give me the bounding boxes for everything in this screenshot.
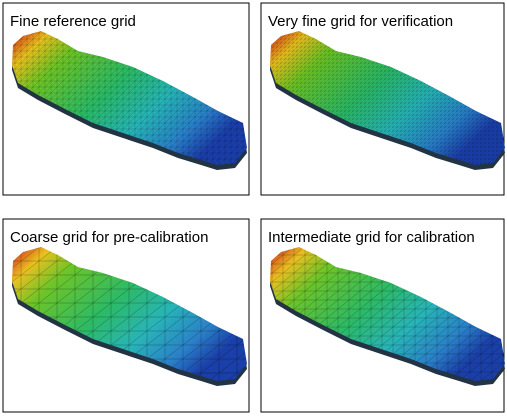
panel: Coarse grid for pre-calibration (3, 219, 249, 412)
panel: Very fine grid for verification (261, 3, 505, 195)
panel: Intermediate grid for calibration (261, 219, 505, 412)
panel-title: Very fine grid for verification (268, 13, 453, 30)
panel-title: Coarse grid for pre-calibration (10, 229, 208, 246)
panel: Fine reference grid (3, 3, 249, 195)
panel-title: Fine reference grid (10, 13, 136, 30)
panel-title: Intermediate grid for calibration (268, 229, 475, 246)
figure: Fine reference grid Very fine grid for v… (0, 0, 507, 415)
page: {"panels": [ {"title": "Fine reference g… (0, 0, 507, 415)
